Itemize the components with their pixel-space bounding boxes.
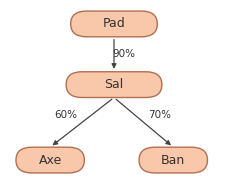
FancyBboxPatch shape (138, 147, 207, 173)
FancyBboxPatch shape (66, 72, 161, 98)
Text: 70%: 70% (148, 110, 170, 120)
Text: Ban: Ban (160, 154, 185, 167)
Text: Sal: Sal (104, 78, 123, 91)
Text: Axe: Axe (38, 154, 62, 167)
Text: Pad: Pad (102, 17, 125, 30)
FancyBboxPatch shape (16, 147, 84, 173)
Text: 90%: 90% (112, 49, 135, 59)
FancyBboxPatch shape (70, 11, 157, 37)
Text: 60%: 60% (54, 110, 77, 120)
